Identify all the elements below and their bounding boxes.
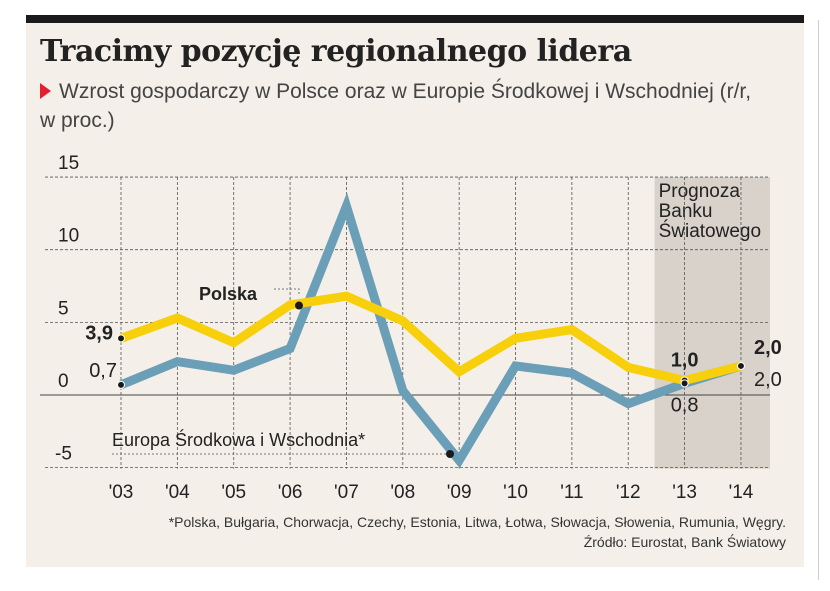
data-point (117, 380, 125, 389)
x-tick-label: '10 (503, 482, 528, 503)
x-tick-label: '08 (390, 482, 415, 503)
x-tick-label: '13 (672, 482, 697, 503)
chart-title: Tracimy pozycję regionalnego lidera (40, 34, 632, 69)
series-label-polska: Polska (199, 284, 258, 304)
x-tick-label: '12 (616, 482, 641, 503)
data-point (117, 334, 125, 343)
forecast-region (654, 177, 770, 469)
value-label: 1,0 (671, 349, 699, 371)
x-tick-label: '07 (334, 482, 359, 503)
divider (818, 20, 819, 580)
top-bar (26, 15, 804, 23)
y-tick-label: 15 (58, 153, 79, 174)
value-label: 2,0 (754, 369, 782, 391)
forecast-label: Światowego (659, 220, 761, 242)
triangle-icon (40, 83, 51, 99)
x-tick-label: '06 (278, 482, 303, 503)
value-label: 2,0 (754, 337, 782, 359)
leader-line (274, 288, 300, 296)
y-tick-label: -5 (55, 444, 72, 465)
value-label: 3,9 (85, 322, 113, 344)
series-line-europa (119, 192, 743, 469)
y-tick-label: 10 (58, 226, 79, 247)
forecast-label: Banku (659, 201, 713, 222)
x-tick-label: '03 (109, 482, 134, 503)
x-tick-label: '05 (221, 482, 246, 503)
x-tick-label: '14 (729, 482, 754, 503)
series-line-polska (119, 291, 743, 386)
label-pointer (446, 450, 454, 458)
x-tick-label: '11 (560, 482, 583, 503)
series-label-europa: Europa Środkowa i Wschodnia* (112, 429, 365, 450)
data-point (680, 379, 689, 388)
chart-subtitle: Wzrost gospodarczy w Polsce oraz w Europ… (40, 77, 760, 135)
data-point (736, 361, 745, 370)
footnote: *Polska, Bułgaria, Chorwacja, Czechy, Es… (168, 514, 786, 530)
value-label: 0,7 (89, 360, 117, 382)
x-tick-label: '04 (165, 482, 190, 503)
forecast-label: Prognoza (659, 181, 741, 202)
value-label: 0,8 (671, 394, 699, 416)
label-pointer (295, 301, 303, 310)
source: Źródło: Eurostat, Bank Światowy (583, 534, 786, 550)
y-tick-label: 5 (58, 298, 69, 319)
x-tick-label: '09 (447, 482, 472, 503)
subtitle-text: Wzrost gospodarczy w Polsce oraz w Europ… (40, 80, 752, 132)
y-tick-label: 0 (58, 371, 69, 392)
